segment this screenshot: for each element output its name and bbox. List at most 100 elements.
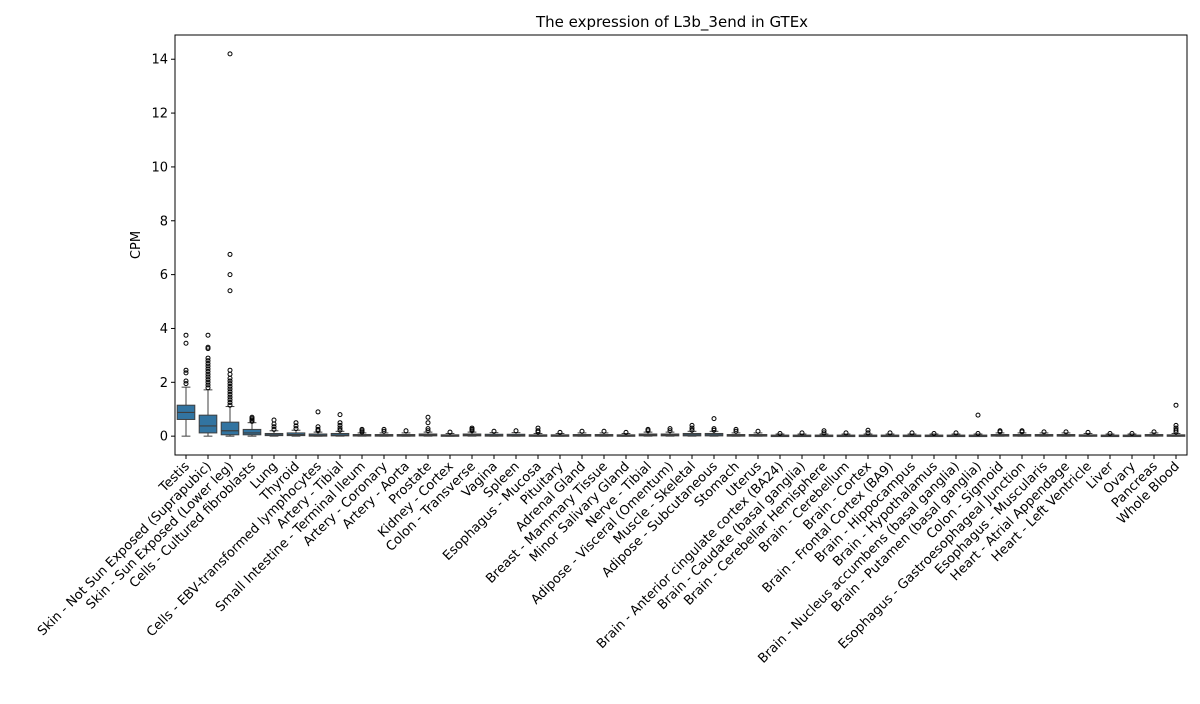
box-group	[462, 425, 482, 437]
outlier-point	[975, 412, 981, 418]
outlier-point	[1173, 425, 1179, 431]
box-group	[726, 426, 746, 437]
outlier-point	[183, 378, 189, 384]
outlier-point	[997, 428, 1003, 434]
box-group	[528, 425, 548, 437]
outlier-point	[821, 428, 827, 434]
outlier-point	[1041, 429, 1047, 435]
outlier-point	[227, 389, 233, 395]
outlier-point	[403, 428, 409, 434]
outlier-point	[381, 426, 387, 432]
outlier-point	[711, 426, 717, 432]
outlier-point	[425, 414, 431, 420]
box-group	[1122, 430, 1142, 438]
iqr-box	[220, 421, 240, 436]
outlier-point	[513, 428, 519, 434]
outlier-point	[953, 430, 959, 436]
outlier-point	[623, 429, 629, 435]
outlier-point	[227, 375, 233, 381]
outlier-point	[293, 423, 299, 429]
outlier-point	[315, 424, 321, 430]
box-group	[748, 428, 768, 437]
chart-title: The expression of L3b_3end in GTEx	[535, 13, 808, 32]
box-group	[880, 430, 900, 438]
box-group	[990, 428, 1010, 437]
box-group	[264, 417, 284, 437]
box-group	[1078, 429, 1098, 437]
box-group	[1012, 428, 1032, 437]
outlier-point	[205, 332, 211, 338]
box-group	[792, 430, 812, 438]
box-group	[1100, 430, 1120, 438]
box-group	[638, 426, 658, 437]
outlier-point	[227, 371, 233, 377]
outlier-point	[205, 374, 211, 380]
box-group	[440, 429, 460, 437]
outlier-point	[227, 394, 233, 400]
outlier-point	[667, 428, 673, 434]
outlier-point	[887, 430, 893, 436]
outlier-point	[667, 426, 673, 432]
outlier-point	[227, 367, 233, 373]
outlier-point	[205, 385, 211, 391]
outlier-point	[293, 426, 299, 432]
outlier-point	[205, 369, 211, 375]
y-tick-label: 8	[160, 214, 168, 229]
box-group	[198, 332, 218, 437]
outlier-point	[1173, 422, 1179, 428]
box-group	[572, 428, 592, 437]
box-group	[1034, 429, 1054, 437]
outlier-point	[821, 430, 827, 436]
outlier-point	[425, 428, 431, 434]
outlier-point	[645, 426, 651, 432]
outlier-point	[1019, 428, 1025, 434]
outlier-point	[535, 425, 541, 431]
box-group	[484, 428, 504, 437]
box-group	[814, 428, 834, 438]
outlier-point	[359, 426, 365, 432]
box-group	[374, 426, 394, 437]
box-group	[924, 430, 944, 438]
box-group	[396, 428, 416, 437]
outlier-point	[183, 370, 189, 376]
outlier-point	[337, 422, 343, 428]
outlier-point	[425, 420, 431, 426]
box-group	[1144, 429, 1164, 437]
box-group	[770, 430, 790, 438]
outlier-point	[711, 416, 717, 422]
outlier-point	[205, 371, 211, 377]
outlier-point	[931, 430, 937, 436]
outlier-point	[733, 428, 739, 434]
iqr-box	[198, 414, 218, 434]
outlier-point	[205, 363, 211, 369]
box-group	[858, 427, 878, 438]
outlier-point	[205, 366, 211, 372]
box-group	[902, 430, 922, 438]
outlier-point	[491, 428, 497, 434]
box-group	[286, 420, 306, 437]
outlier-point	[183, 381, 189, 387]
outlier-point	[315, 409, 321, 415]
box-group	[1166, 402, 1186, 437]
iqr-box	[242, 428, 262, 436]
outlier-point	[315, 426, 321, 432]
y-tick-label: 2	[160, 376, 168, 391]
plot-frame	[174, 34, 1188, 456]
y-tick-label: 6	[160, 268, 168, 283]
outlier-point	[469, 425, 475, 431]
outlier-point	[249, 414, 255, 420]
outlier-point	[271, 417, 277, 423]
box-group	[308, 409, 328, 437]
box-group	[176, 332, 196, 437]
outlier-point	[227, 251, 233, 257]
outlier-point	[227, 400, 233, 405]
y-tick-label: 14	[151, 53, 168, 68]
outlier-point	[1107, 430, 1113, 436]
box-group	[660, 426, 680, 437]
outlier-point	[337, 412, 343, 418]
y-tick-label: 12	[151, 107, 168, 122]
outlier-point	[1129, 430, 1135, 436]
box-group	[352, 426, 372, 437]
